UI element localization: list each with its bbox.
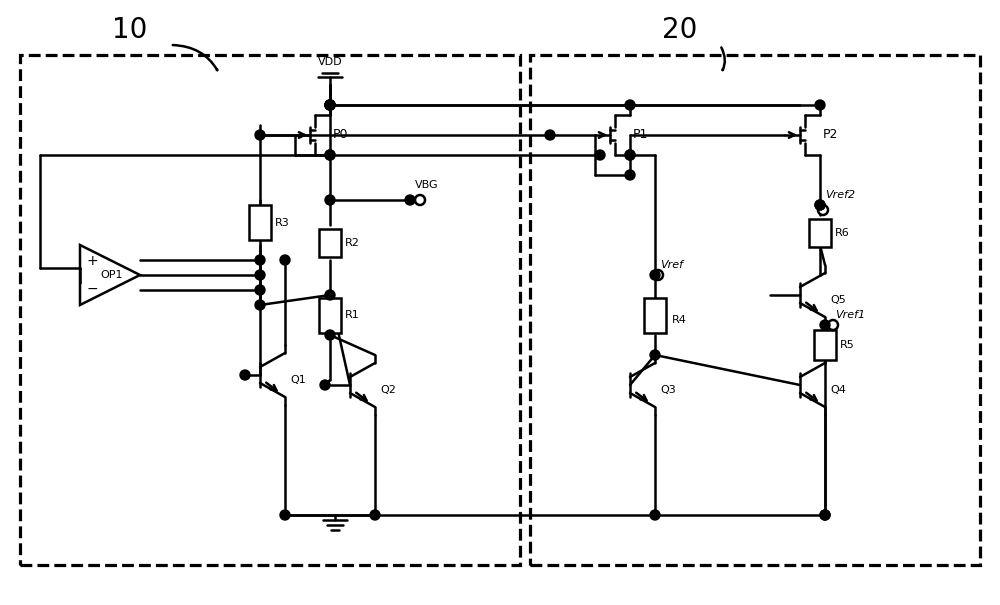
Circle shape: [325, 290, 335, 300]
Bar: [319, 229, 341, 257]
Circle shape: [255, 130, 265, 140]
Text: 20: 20: [662, 16, 698, 44]
Circle shape: [820, 510, 830, 520]
Circle shape: [650, 350, 660, 360]
Text: OP1: OP1: [101, 270, 123, 280]
Circle shape: [325, 100, 335, 110]
Text: Vref1: Vref1: [835, 310, 865, 320]
Circle shape: [370, 510, 380, 520]
Text: Q5: Q5: [830, 295, 846, 305]
Circle shape: [255, 255, 265, 265]
Text: P1: P1: [633, 128, 648, 142]
Bar: [814, 330, 836, 359]
Circle shape: [320, 380, 330, 390]
Bar: [644, 298, 666, 333]
Circle shape: [815, 100, 825, 110]
Circle shape: [815, 200, 825, 210]
Circle shape: [280, 510, 290, 520]
Circle shape: [325, 150, 335, 160]
Circle shape: [325, 100, 335, 110]
Text: Q3: Q3: [660, 385, 676, 395]
Bar: [319, 298, 341, 333]
Circle shape: [815, 200, 825, 210]
Text: R3: R3: [275, 218, 290, 227]
Text: R5: R5: [840, 339, 855, 350]
FancyArrowPatch shape: [173, 45, 217, 70]
Text: R6: R6: [835, 227, 850, 238]
Circle shape: [255, 270, 265, 280]
Text: P2: P2: [823, 128, 838, 142]
Text: VDD: VDD: [318, 57, 342, 67]
Circle shape: [625, 170, 635, 180]
Text: −: −: [86, 282, 98, 296]
Circle shape: [325, 195, 335, 205]
FancyArrowPatch shape: [721, 47, 725, 70]
Circle shape: [650, 510, 660, 520]
Text: Q1: Q1: [290, 375, 306, 385]
Circle shape: [625, 150, 635, 160]
Text: R1: R1: [345, 310, 360, 320]
Circle shape: [595, 150, 605, 160]
Circle shape: [255, 285, 265, 295]
Text: +: +: [86, 254, 98, 268]
Circle shape: [325, 100, 335, 110]
Circle shape: [325, 150, 335, 160]
Text: Vref: Vref: [660, 260, 683, 270]
Circle shape: [255, 300, 265, 310]
Bar: [249, 205, 271, 240]
Circle shape: [325, 100, 335, 110]
Circle shape: [415, 195, 425, 205]
Circle shape: [820, 510, 830, 520]
Text: 10: 10: [112, 16, 148, 44]
Circle shape: [325, 330, 335, 340]
Circle shape: [820, 320, 830, 330]
Circle shape: [650, 270, 660, 280]
Text: Vref2: Vref2: [825, 190, 855, 200]
Circle shape: [545, 130, 555, 140]
Circle shape: [625, 150, 635, 160]
Text: P0: P0: [333, 128, 349, 142]
Circle shape: [828, 320, 838, 330]
Text: R4: R4: [672, 315, 687, 325]
Circle shape: [280, 255, 290, 265]
Circle shape: [818, 205, 828, 215]
Text: R2: R2: [345, 238, 360, 247]
Bar: [809, 218, 831, 246]
Text: Q2: Q2: [380, 385, 396, 395]
Circle shape: [405, 195, 415, 205]
Circle shape: [240, 370, 250, 380]
Circle shape: [625, 100, 635, 110]
Text: VBG: VBG: [415, 180, 439, 190]
Circle shape: [653, 270, 663, 280]
Text: Q4: Q4: [830, 385, 846, 395]
